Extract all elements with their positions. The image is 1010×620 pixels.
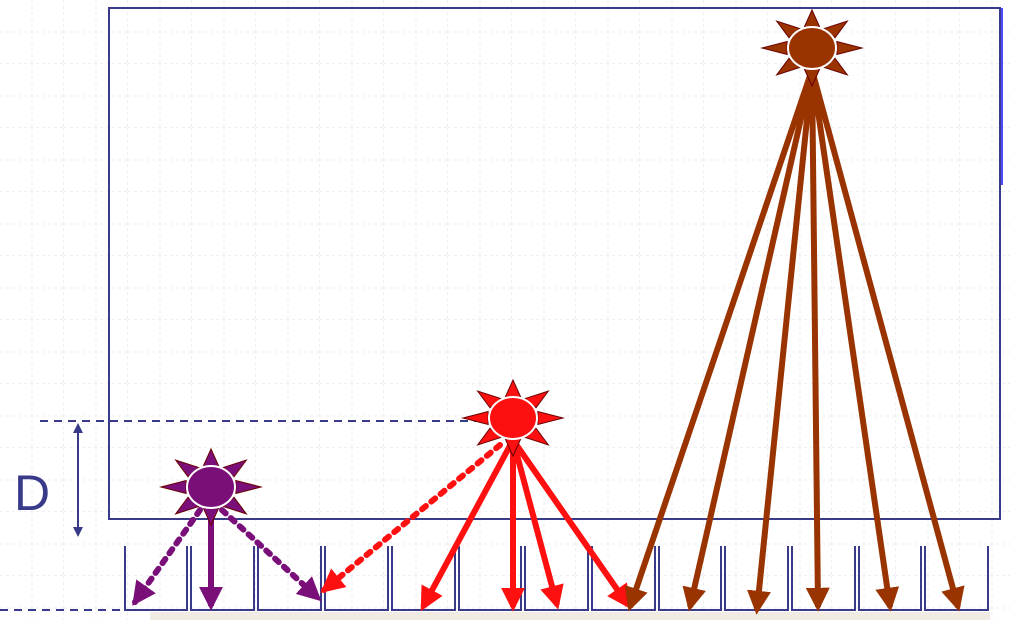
background-grid: [0, 0, 1010, 620]
source-body: [489, 397, 537, 439]
diagram: D: [0, 0, 1010, 620]
source-body: [187, 466, 235, 508]
floor: [150, 612, 990, 620]
source: [762, 10, 862, 86]
source: [463, 380, 563, 456]
dimension-label: D: [14, 465, 50, 521]
source-body: [788, 27, 836, 69]
page: D (() => { const data = JSON.parse(docum…: [0, 0, 1010, 620]
source: [161, 449, 261, 525]
